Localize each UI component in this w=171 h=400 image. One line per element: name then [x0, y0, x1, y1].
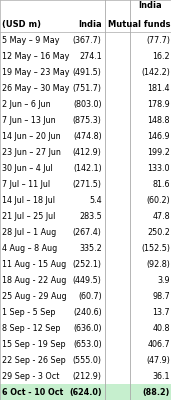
Text: 28 Jul – 1 Aug: 28 Jul – 1 Aug: [2, 228, 56, 236]
Text: 25 Aug - 29 Aug: 25 Aug - 29 Aug: [2, 292, 66, 300]
Text: 8 Sep - 12 Sep: 8 Sep - 12 Sep: [2, 324, 60, 332]
Text: 148.8: 148.8: [148, 116, 170, 125]
Text: (449.5): (449.5): [73, 276, 102, 284]
Text: 7 Jul – 11 Jul: 7 Jul – 11 Jul: [2, 180, 50, 189]
Text: 21 Jul – 25 Jul: 21 Jul – 25 Jul: [2, 212, 55, 220]
Text: (152.5): (152.5): [141, 244, 170, 252]
Text: (751.7): (751.7): [73, 84, 102, 93]
Text: 7 Jun – 13 Jun: 7 Jun – 13 Jun: [2, 116, 55, 125]
Bar: [0, 384, 171, 400]
Text: India: India: [78, 20, 102, 29]
Text: (60.2): (60.2): [146, 196, 170, 204]
Text: 19 May – 23 May: 19 May – 23 May: [2, 68, 69, 77]
Text: (252.1): (252.1): [73, 260, 102, 268]
Text: 12 May – 16 May: 12 May – 16 May: [2, 52, 69, 61]
Text: 6 Oct - 10 Oct: 6 Oct - 10 Oct: [2, 388, 63, 396]
Text: 36.1: 36.1: [153, 372, 170, 380]
Text: (USD m): (USD m): [2, 20, 41, 29]
Text: (636.0): (636.0): [73, 324, 102, 332]
Text: 5 May – 9 May: 5 May – 9 May: [2, 36, 59, 45]
Text: 18 Aug - 22 Aug: 18 Aug - 22 Aug: [2, 276, 66, 284]
Text: 5.4: 5.4: [89, 196, 102, 204]
Text: (60.7): (60.7): [78, 292, 102, 300]
Text: (240.6): (240.6): [73, 308, 102, 316]
Text: 11 Aug - 15 Aug: 11 Aug - 15 Aug: [2, 260, 66, 268]
Text: (88.2): (88.2): [143, 388, 170, 396]
Text: 4 Aug – 8 Aug: 4 Aug – 8 Aug: [2, 244, 57, 252]
Text: 47.8: 47.8: [153, 212, 170, 220]
Text: 29 Sep - 3 Oct: 29 Sep - 3 Oct: [2, 372, 59, 380]
Text: 16.2: 16.2: [153, 52, 170, 61]
Text: (77.7): (77.7): [146, 36, 170, 45]
Text: 26 May – 30 May: 26 May – 30 May: [2, 84, 69, 93]
Text: (271.5): (271.5): [73, 180, 102, 189]
Text: 1 Sep - 5 Sep: 1 Sep - 5 Sep: [2, 308, 55, 316]
Text: 181.4: 181.4: [148, 84, 170, 93]
Text: 3.9: 3.9: [157, 276, 170, 284]
Text: 14 Jun – 20 Jun: 14 Jun – 20 Jun: [2, 132, 60, 141]
Text: 133.0: 133.0: [148, 164, 170, 173]
Text: 98.7: 98.7: [152, 292, 170, 300]
Text: (803.0): (803.0): [73, 100, 102, 109]
Text: 40.8: 40.8: [153, 324, 170, 332]
Text: 30 Jun – 4 Jul: 30 Jun – 4 Jul: [2, 164, 52, 173]
Text: (47.9): (47.9): [146, 356, 170, 364]
Text: 199.2: 199.2: [147, 148, 170, 157]
Text: (624.0): (624.0): [69, 388, 102, 396]
Text: 2 Jun – 6 Jun: 2 Jun – 6 Jun: [2, 100, 50, 109]
Text: 178.9: 178.9: [147, 100, 170, 109]
Text: 81.6: 81.6: [153, 180, 170, 189]
Text: 13.7: 13.7: [153, 308, 170, 316]
Text: (653.0): (653.0): [73, 340, 102, 348]
Text: 283.5: 283.5: [79, 212, 102, 220]
Text: (412.9): (412.9): [73, 148, 102, 157]
Text: 22 Sep - 26 Sep: 22 Sep - 26 Sep: [2, 356, 65, 364]
Text: (555.0): (555.0): [73, 356, 102, 364]
Text: 335.2: 335.2: [79, 244, 102, 252]
Text: (142.2): (142.2): [141, 68, 170, 77]
Text: (491.5): (491.5): [73, 68, 102, 77]
Text: 14 Jul – 18 Jul: 14 Jul – 18 Jul: [2, 196, 55, 204]
Text: 274.1: 274.1: [79, 52, 102, 61]
Text: (142.1): (142.1): [73, 164, 102, 173]
Text: 23 Jun – 27 Jun: 23 Jun – 27 Jun: [2, 148, 61, 157]
Text: Mutual funds: Mutual funds: [108, 20, 170, 29]
Text: (92.8): (92.8): [146, 260, 170, 268]
Text: India: India: [139, 1, 162, 10]
Text: 146.9: 146.9: [148, 132, 170, 141]
Text: (267.4): (267.4): [73, 228, 102, 236]
Text: 15 Sep - 19 Sep: 15 Sep - 19 Sep: [2, 340, 65, 348]
Text: 250.2: 250.2: [147, 228, 170, 236]
Text: (367.7): (367.7): [73, 36, 102, 45]
Text: 406.7: 406.7: [148, 340, 170, 348]
Text: (875.3): (875.3): [73, 116, 102, 125]
Text: (212.9): (212.9): [73, 372, 102, 380]
Text: (474.8): (474.8): [73, 132, 102, 141]
